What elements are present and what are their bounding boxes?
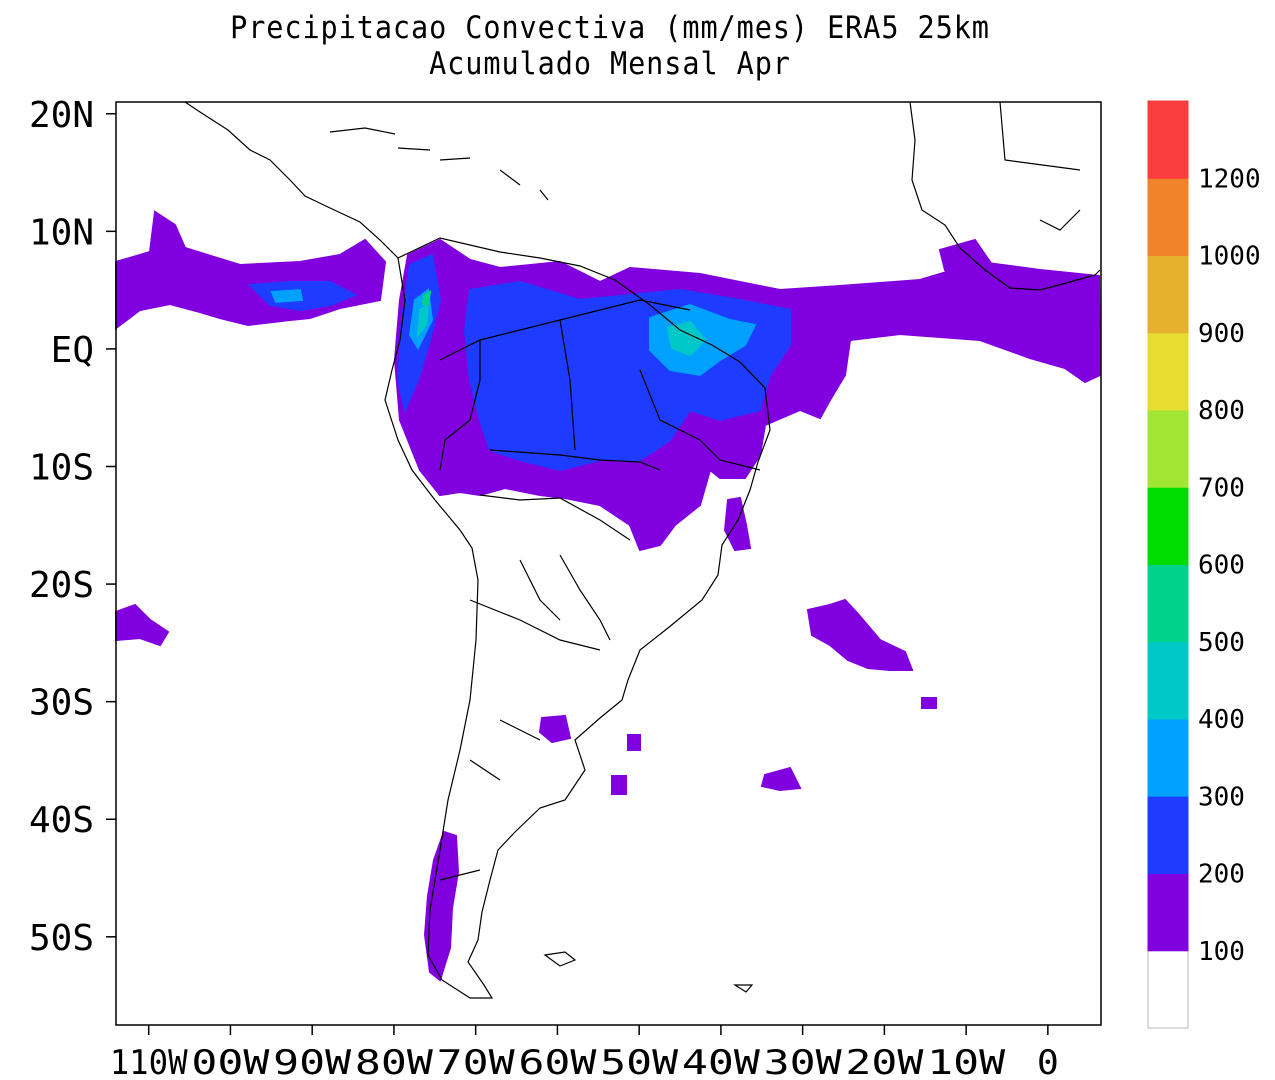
precip-andes-very-heavy <box>416 303 430 339</box>
south-georgia <box>732 984 754 993</box>
colorbar-segment <box>1147 486 1189 565</box>
x-tick-label: 80W <box>355 1043 434 1080</box>
x-tick-label: 40W <box>682 1043 761 1080</box>
colorbar-label: 700 <box>1198 473 1245 503</box>
x-tick-label: 60W <box>518 1043 597 1080</box>
colorbar-label: 800 <box>1198 396 1245 426</box>
y-axis: 20N 10N EQ 10S 20S 30S 40S 50S <box>29 95 116 959</box>
colorbar: 100 200 300 400 500 600 700 800 900 1000 1200 <box>1147 100 1261 1029</box>
colorbar-segment <box>1147 950 1189 1029</box>
precip-pacific-heavy <box>270 288 304 304</box>
precip-blob-2 <box>627 734 641 751</box>
colorbar-label: 200 <box>1198 860 1245 890</box>
y-tick-label: 50S <box>29 918 94 959</box>
precip-itcz-pacific <box>115 210 387 330</box>
south-america-coast <box>384 237 771 999</box>
caribbean-islands <box>329 127 549 201</box>
x-tick-label: 70W <box>437 1043 516 1080</box>
precip-blob-3 <box>921 697 937 709</box>
x-tick-label: 90W <box>273 1043 352 1080</box>
colorbar-label: 300 <box>1198 782 1245 812</box>
country-borders <box>439 299 761 881</box>
precip-brazil-coast <box>723 496 752 552</box>
y-tick-label: EQ <box>51 330 94 371</box>
colorbar-segment <box>1147 255 1189 334</box>
y-tick-label: 20S <box>29 565 94 606</box>
central-america-coast <box>184 101 399 259</box>
colorbar-segment <box>1147 564 1189 643</box>
x-tick-label: 20W <box>845 1043 924 1080</box>
plot-frame <box>115 101 1102 1026</box>
title-block: Precipitacao Convectiva (mm/mes) ERA5 25… <box>0 0 1220 82</box>
precip-guinea-coast <box>938 238 1002 292</box>
x-tick-label: 30W <box>764 1043 843 1080</box>
y-tick-label: 20N <box>29 95 94 136</box>
precip-blob-1 <box>611 775 627 795</box>
y-tick-label: 30S <box>29 683 94 724</box>
x-tick-label: 10W <box>927 1043 1006 1080</box>
colorbar-segment <box>1147 100 1189 179</box>
colorbar-label: 1000 <box>1198 242 1261 272</box>
precip-itcz-pacific-core <box>247 281 358 312</box>
precip-uruguay <box>538 714 572 744</box>
precip-pacific-west <box>115 603 170 647</box>
colorbar-label: 100 <box>1198 937 1245 967</box>
colorbar-segment <box>1147 718 1189 797</box>
colorbar-segment <box>1147 409 1189 488</box>
colorbar-label: 500 <box>1198 628 1245 658</box>
x-tick-label: 50W <box>600 1043 679 1080</box>
colorbar-segment <box>1147 177 1189 256</box>
africa-coast <box>909 101 1101 291</box>
colorbar-label: 900 <box>1198 319 1245 349</box>
y-tick-label: 10S <box>29 447 94 488</box>
precip-maranhao-very-heavy <box>666 320 707 357</box>
precip-south-atlantic <box>806 598 914 671</box>
colorbar-segment <box>1147 332 1189 411</box>
colorbar-label: 400 <box>1198 705 1245 735</box>
coastlines <box>184 101 1101 999</box>
x-tick-label: 110W <box>110 1043 188 1080</box>
colorbar-segment <box>1147 873 1189 952</box>
colorbar-segment <box>1147 641 1189 720</box>
precip-south-atlantic-2 <box>760 766 802 792</box>
falkland-islands <box>543 951 577 967</box>
precipitation-fields <box>115 210 1102 982</box>
precip-andes-extreme <box>421 289 432 307</box>
map-subtitle: Acumulado Mensal Apr <box>429 46 791 82</box>
colorbar-segment <box>1147 795 1189 874</box>
x-axis: 110W 00W 90W 80W 70W 60W 50W 40W 30W 20W 10W 0 <box>110 1025 1059 1080</box>
x-tick-label: 0 <box>1037 1043 1059 1080</box>
y-tick-label: 40S <box>29 800 94 841</box>
colorbar-label: 1200 <box>1198 164 1261 194</box>
precip-chile-south <box>423 830 460 982</box>
x-tick-label: 00W <box>191 1043 270 1080</box>
map-title: Precipitacao Convectiva (mm/mes) ERA5 25… <box>230 10 990 46</box>
y-tick-label: 10N <box>29 212 94 253</box>
colorbar-label: 600 <box>1198 551 1245 581</box>
